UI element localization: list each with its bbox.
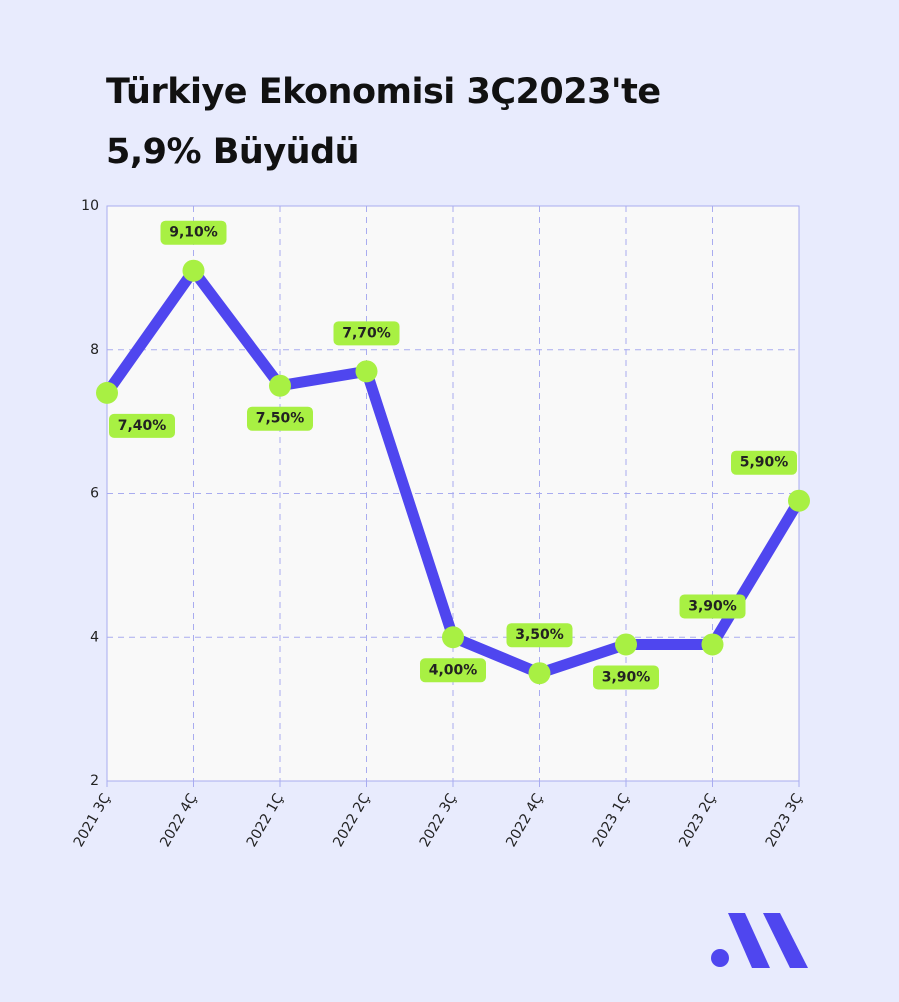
marker (355, 360, 378, 383)
value-label: 3,90% (602, 669, 651, 685)
value-label: 9,10% (169, 225, 218, 241)
x-tick-label: 2022 4Ç (503, 791, 546, 850)
value-label-bg (247, 406, 313, 431)
x-tick-label: 2022 4Ç (157, 791, 200, 850)
value-label: 7,50% (256, 411, 305, 427)
marker (96, 381, 118, 404)
marker (615, 633, 637, 656)
y-tick-label: 8 (90, 342, 99, 358)
value-label: 5,90% (740, 455, 789, 471)
logo (711, 913, 808, 968)
value-label: 4,00% (429, 662, 478, 678)
chart-title: Türkiye Ekonomisi 3Ç2023'te (106, 72, 661, 112)
value-label-bg (593, 665, 659, 690)
marker (528, 662, 551, 685)
value-label: 7,70% (342, 325, 391, 341)
marker (701, 633, 724, 656)
marker (442, 626, 464, 649)
value-label-bg (506, 623, 573, 648)
y-tick-label: 4 (90, 629, 99, 645)
y-tick-label: 10 (81, 198, 99, 214)
value-label-bg (333, 321, 400, 346)
x-tick-label: 2022 1Ç (244, 791, 287, 850)
x-tick-label: 2023 1Ç (590, 791, 633, 850)
value-label: 7,40% (118, 418, 167, 434)
x-tick-label: 2021 3Ç (71, 791, 114, 850)
value-label-bg (420, 658, 486, 683)
marker (182, 259, 205, 282)
value-label: 3,50% (515, 627, 564, 643)
x-tick-label: 2023 2Ç (676, 791, 719, 850)
marker (269, 374, 291, 397)
value-label-bg (731, 450, 797, 475)
x-tick-label: 2022 3Ç (417, 791, 460, 850)
y-tick-label: 2 (90, 773, 99, 789)
y-tick-label: 6 (90, 486, 99, 502)
value-label-bg (160, 220, 227, 245)
marker (788, 489, 810, 512)
value-label: 3,90% (688, 598, 737, 614)
chart-title: 5,9% Büyüdü (106, 132, 360, 172)
value-label-bg (109, 413, 175, 438)
value-label-bg (679, 594, 746, 619)
x-tick-label: 2023 3Ç (763, 791, 806, 850)
x-tick-label: 2022 2Ç (330, 791, 373, 850)
